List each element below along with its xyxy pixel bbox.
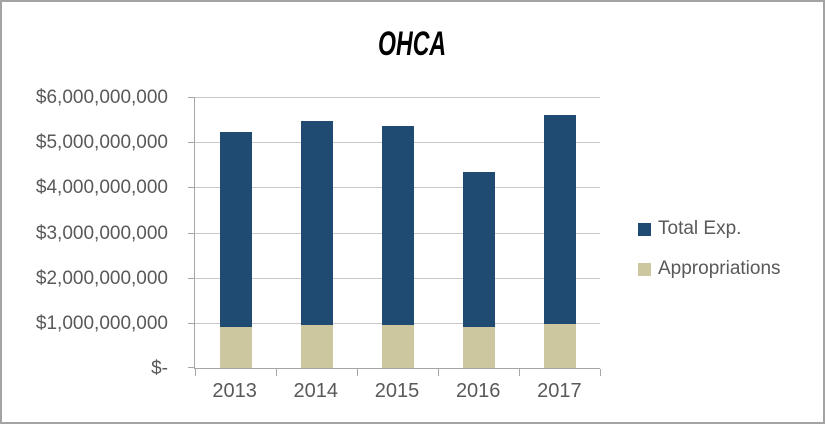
legend-label-appropriations: Appropriations	[658, 258, 781, 279]
bar-segment-total-exp	[462, 172, 495, 328]
x-axis-tick-label: 2016	[455, 380, 501, 402]
bar-segment-appropriations	[462, 327, 495, 368]
x-axis-tick-label: 2015	[374, 380, 420, 402]
y-axis-tick-label: $2,000,000,000	[35, 267, 168, 289]
legend-item-total-exp: Total Exp.	[638, 216, 781, 242]
legend-swatch-appropriations	[638, 262, 651, 276]
bar-segment-total-exp	[300, 120, 333, 325]
y-axis-tick	[188, 232, 195, 234]
x-axis-tick	[438, 369, 439, 376]
x-axis-tick	[519, 369, 520, 376]
bar-segment-appropriations	[381, 325, 414, 368]
bar-segment-appropriations	[543, 324, 576, 368]
bar-segment-appropriations	[300, 324, 333, 368]
bar-segment-total-exp	[543, 115, 576, 325]
y-axis-tick-label: $1,000,000,000	[35, 312, 168, 334]
y-axis-tick-label: $3,000,000,000	[35, 222, 168, 244]
y-axis: $- $1,000,000,000 $2,000,000,000 $3,000,000…	[2, 87, 168, 379]
y-axis-tick-label: $6,000,000,000	[35, 87, 168, 108]
legend-label-total-exp: Total Exp.	[658, 218, 742, 239]
legend: Total Exp. Appropriations	[638, 216, 781, 296]
chart-title-text: OHCA	[378, 25, 447, 63]
x-axis: 2013 2014 2015 2016 2017	[194, 379, 600, 405]
bar-segment-total-exp	[381, 125, 414, 326]
y-axis-tick	[188, 97, 195, 98]
x-axis-tick-label: 2017	[537, 380, 582, 402]
y-axis-tick-label: $4,000,000,000	[35, 177, 168, 199]
x-axis-tick	[276, 369, 277, 376]
bar-segment-total-exp	[219, 131, 252, 328]
x-axis-tick-label: 2014	[293, 380, 339, 402]
chart-title: OHCA	[2, 26, 823, 62]
gridline	[195, 97, 600, 98]
x-axis-tick-label: 2013	[212, 380, 257, 402]
y-axis-tick	[188, 187, 195, 189]
legend-item-appropriations: Appropriations	[638, 256, 781, 282]
y-axis-tick-label: $5,000,000,000	[35, 132, 168, 154]
x-axis-tick	[195, 369, 196, 376]
y-axis-tick	[188, 142, 195, 144]
y-axis-tick	[188, 277, 195, 279]
y-axis-tick	[188, 322, 195, 324]
x-axis-tick	[600, 369, 601, 376]
plot-area	[188, 97, 601, 376]
y-axis-tick-label: $-	[151, 358, 168, 379]
x-axis-tick	[357, 369, 358, 376]
legend-swatch-total-exp	[638, 222, 651, 236]
y-axis-tick	[188, 367, 195, 368]
bar-segment-appropriations	[219, 327, 252, 368]
